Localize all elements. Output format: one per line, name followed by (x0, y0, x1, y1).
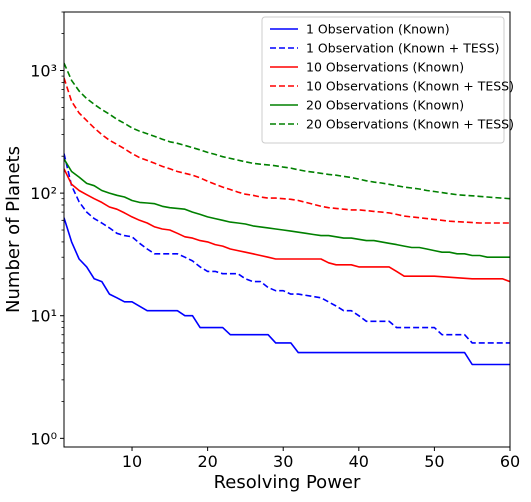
series-layer (64, 62, 510, 366)
y-tick-label: 10¹ (30, 307, 57, 326)
series-line-6 (64, 62, 510, 200)
x-tick-label: 40 (349, 452, 369, 471)
legend-box (261, 16, 505, 144)
x-tick-label: 10 (122, 452, 142, 471)
x-tick-label: 20 (197, 452, 217, 471)
series-line-2 (64, 153, 510, 344)
legend-label: 20 Observations (Known + TESS) (306, 117, 514, 132)
series-line-3 (64, 168, 510, 283)
legend-label: 10 Observations (Known) (306, 60, 464, 75)
x-axis-label: Resolving Power (214, 472, 361, 493)
y-tick-label: 10² (30, 184, 57, 203)
legend-label: 10 Observations (Known + TESS) (306, 79, 514, 94)
legend-label: 1 Observation (Known) (306, 22, 450, 37)
ticks-layer: 10 20 30 40 50 60 10⁰ 10¹ 10² 10³ (30, 11, 520, 471)
series-line-5 (64, 158, 510, 259)
y-tick-label: 10³ (30, 62, 57, 81)
x-tick-label: 50 (424, 452, 444, 471)
y-tick-label: 10⁰ (30, 429, 57, 448)
x-tick-label: 30 (273, 452, 293, 471)
y-axis-label: Number of Planets (3, 146, 24, 313)
legend: 1 Observation (Known) 1 Observation (Know… (261, 16, 514, 144)
series-line-1 (64, 217, 510, 366)
series-line-4 (64, 77, 510, 224)
legend-label: 20 Observations (Known) (306, 98, 464, 113)
legend-label: 1 Observation (Known + TESS) (306, 41, 500, 56)
x-tick-label: 60 (500, 452, 520, 471)
plot-frame (63, 11, 511, 448)
